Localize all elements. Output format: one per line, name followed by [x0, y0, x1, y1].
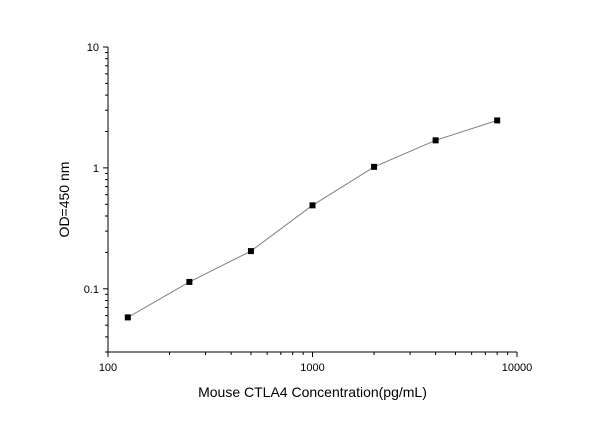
data-markers — [124, 117, 501, 321]
data-point — [371, 163, 378, 170]
data-point — [432, 137, 439, 144]
y-tick-label: 0.1 — [84, 284, 99, 296]
series-line — [127, 119, 498, 318]
data-point — [247, 248, 254, 255]
y-tick-label: 1 — [93, 163, 99, 175]
x-tick-label: 1000 — [300, 362, 324, 374]
y-ticks: 0.1 1 10 — [84, 42, 108, 353]
y-tick-label: 10 — [87, 42, 99, 54]
y-axis-title: OD=450 nm — [56, 162, 72, 238]
data-point — [186, 278, 193, 285]
x-tick-label: 10000 — [502, 362, 533, 374]
data-point — [309, 202, 316, 209]
data-point — [124, 314, 131, 321]
x-ticks: 100 1000 10000 — [99, 352, 532, 374]
x-tick-label: 100 — [99, 362, 117, 374]
data-point — [494, 117, 501, 124]
x-axis-title: Mouse CTLA4 Concentration(pg/mL) — [198, 384, 427, 400]
axes: 0.1 1 10 100 1000 10000 — [84, 42, 533, 374]
